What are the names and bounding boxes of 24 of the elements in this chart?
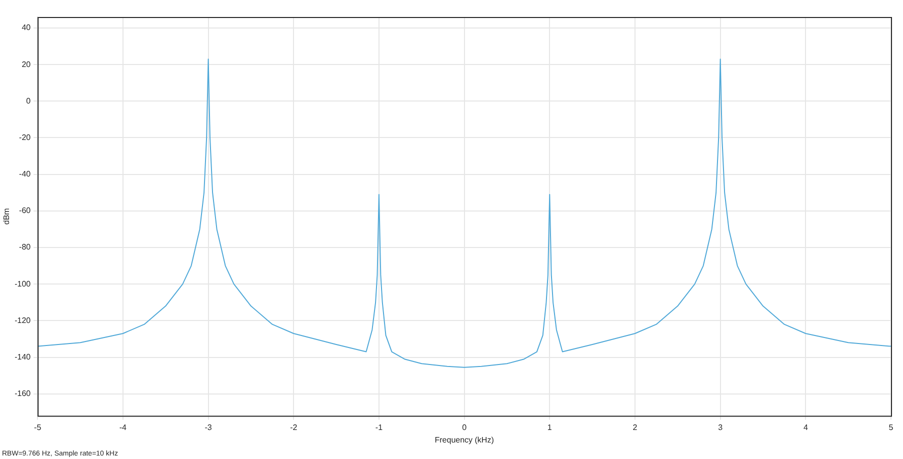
y-tick-label: -20 <box>19 132 32 142</box>
y-tick-label: -40 <box>19 170 32 179</box>
x-tick-label: 4 <box>803 422 808 432</box>
x-axis-title: Frequency (kHz) <box>434 435 494 444</box>
x-tick-label: 3 <box>718 422 724 432</box>
y-tick-label: -160 <box>14 389 32 398</box>
x-tick-label: 0 <box>462 422 468 432</box>
y-tick-label: -60 <box>19 206 32 216</box>
x-tick-label: 2 <box>632 422 638 432</box>
y-tick-label: -140 <box>14 352 32 362</box>
y-tick-label: -120 <box>14 316 32 325</box>
x-tick-label: 1 <box>547 422 552 432</box>
y-tick-label: 20 <box>22 60 32 69</box>
y-tick-label: 40 <box>22 23 32 32</box>
x-tick-label: -2 <box>290 422 298 432</box>
x-tick-label: -3 <box>204 422 212 432</box>
x-tick-label: -1 <box>375 422 384 432</box>
x-tick-label: 5 <box>888 422 894 432</box>
y-tick-label: -80 <box>19 242 32 252</box>
y-tick-label: 0 <box>26 96 32 106</box>
x-tick-label: -5 <box>34 422 42 432</box>
y-tick-label: -100 <box>14 279 32 288</box>
x-tick-label: -4 <box>119 422 128 432</box>
y-axis-title: dBm <box>2 208 12 225</box>
